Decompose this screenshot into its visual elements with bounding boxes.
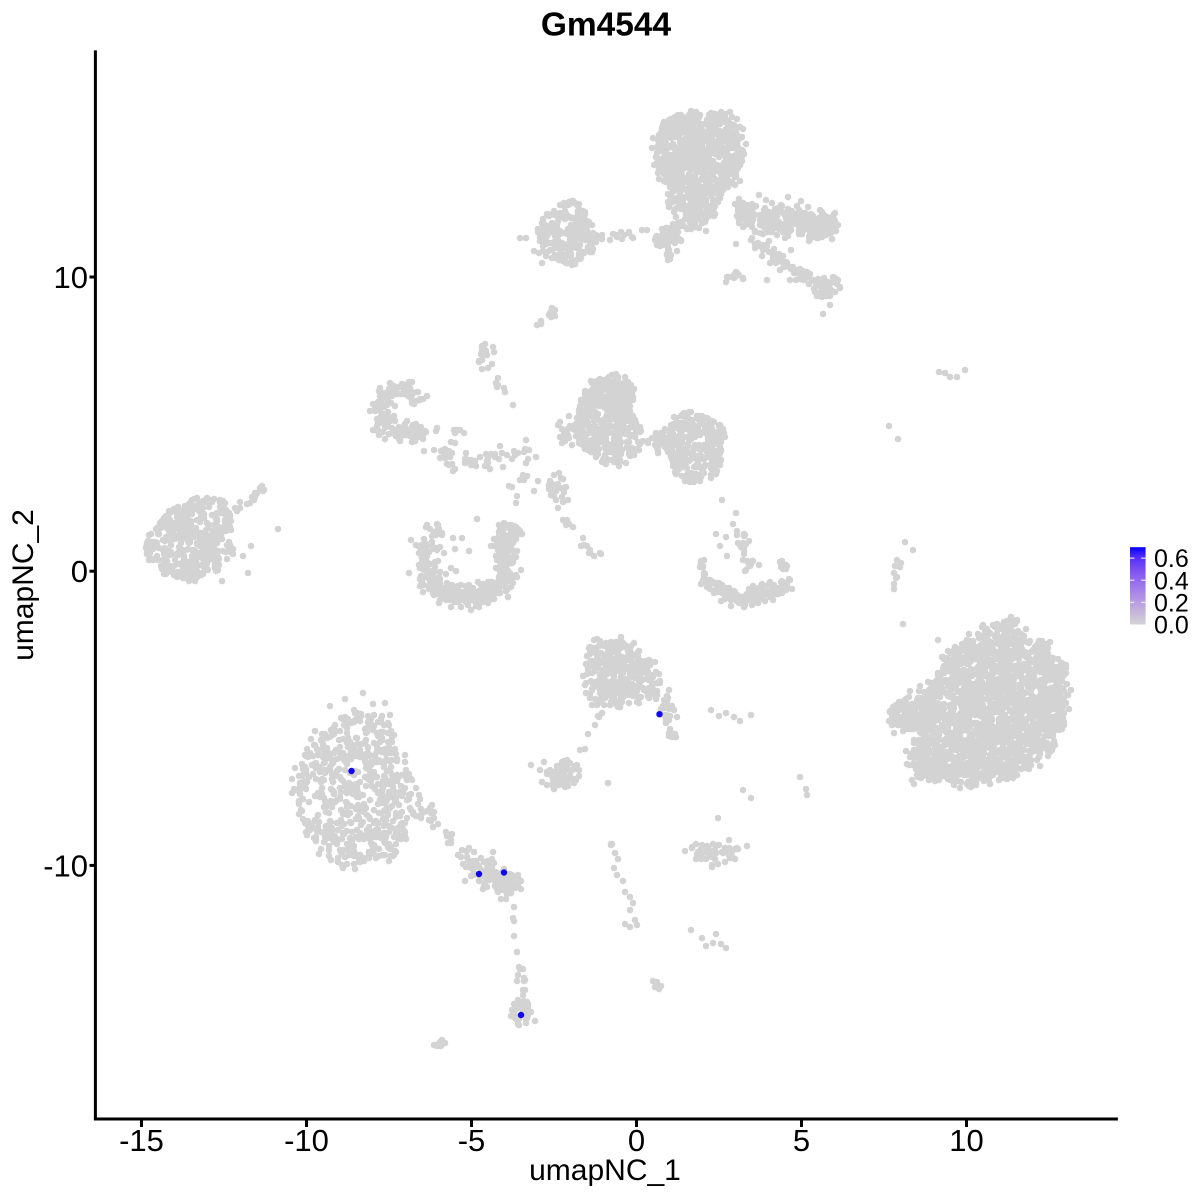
svg-text:0.6: 0.6 (1154, 545, 1189, 573)
svg-text:10: 10 (54, 260, 88, 295)
svg-text:umapNC_1: umapNC_1 (529, 1154, 681, 1187)
svg-text:0: 0 (628, 1123, 645, 1158)
svg-text:-10: -10 (284, 1123, 329, 1158)
svg-text:10: 10 (949, 1123, 983, 1158)
svg-text:-15: -15 (119, 1123, 164, 1158)
svg-text:0.0: 0.0 (1154, 612, 1189, 640)
svg-text:0.2: 0.2 (1154, 589, 1189, 617)
svg-text:umapNC_2: umapNC_2 (7, 509, 40, 661)
svg-text:-5: -5 (458, 1123, 486, 1158)
svg-text:0: 0 (71, 554, 88, 589)
svg-text:Gm4544: Gm4544 (541, 6, 672, 43)
svg-text:0.4: 0.4 (1154, 567, 1189, 595)
svg-text:5: 5 (793, 1123, 810, 1158)
svg-text:-10: -10 (43, 848, 88, 883)
